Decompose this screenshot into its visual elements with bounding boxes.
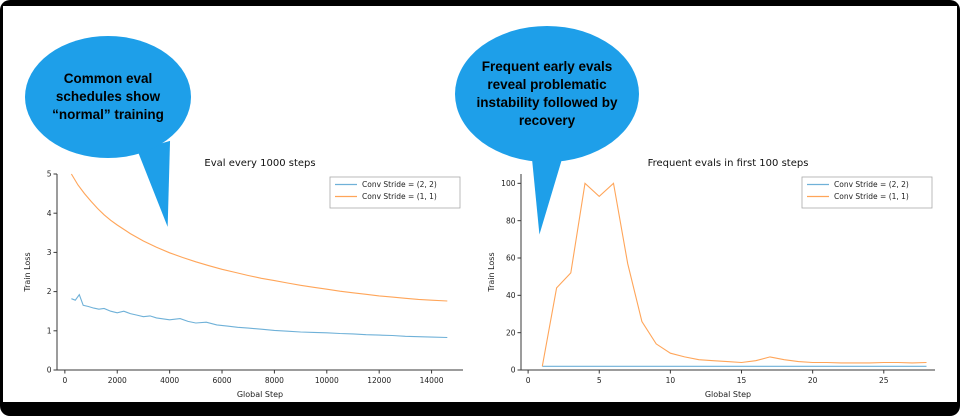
- y-tick-label: 0: [47, 366, 52, 375]
- y-tick-label: 100: [501, 179, 516, 188]
- x-tick-label: 20: [808, 376, 818, 385]
- x-tick-label: 0: [526, 376, 531, 385]
- y-tick-label: 0: [511, 366, 516, 375]
- callout-bubble-left: Common eval schedules show “normal” trai…: [25, 36, 191, 158]
- x-tick-label: 2000: [108, 376, 127, 385]
- x-tick-label: 5: [597, 376, 602, 385]
- y-tick-label: 3: [47, 248, 52, 257]
- legend-label: Conv Stride = (1, 1): [362, 192, 437, 201]
- x-tick-label: 4000: [160, 376, 179, 385]
- x-tick-label: 14000: [420, 376, 444, 385]
- y-tick-label: 20: [506, 328, 516, 337]
- y-tick-label: 80: [506, 216, 516, 225]
- series-line: [70, 173, 448, 302]
- callout-bubble-right: Frequent early evals reveal problematic …: [455, 26, 639, 162]
- legend-label: Conv Stride = (2, 2): [834, 180, 909, 189]
- chart-svg: 0 5 10 15 20 25 0 20 40 60 80 100 Frequent evals in …: [487, 158, 935, 399]
- legend: Conv Stride = (2, 2) Conv Stride = (1, 1): [329, 176, 461, 209]
- series-line: [541, 182, 927, 367]
- x-tick-label: 10: [666, 376, 676, 385]
- y-axis-label: Train Loss: [487, 252, 496, 292]
- x-axis-label: Global Step: [237, 390, 283, 399]
- legend-label: Conv Stride = (1, 1): [834, 192, 909, 201]
- chart-title: Eval every 1000 steps: [204, 158, 315, 169]
- x-tick-label: 6000: [212, 376, 231, 385]
- x-tick-label: 10000: [315, 376, 339, 385]
- chart-title: Frequent evals in first 100 steps: [648, 158, 809, 169]
- y-tick-label: 2: [47, 287, 52, 296]
- y-tick-label: 5: [47, 170, 52, 179]
- x-tick-label: 8000: [265, 376, 284, 385]
- x-tick-label: 12000: [367, 376, 391, 385]
- y-axis-label: Train Loss: [23, 252, 32, 292]
- y-tick-label: 4: [47, 209, 52, 218]
- x-tick-label: 0: [62, 376, 67, 385]
- x-axis-label: Global Step: [705, 390, 751, 399]
- legend: Conv Stride = (2, 2) Conv Stride = (1, 1): [801, 176, 933, 209]
- series-line: [71, 293, 448, 339]
- chart-svg: 0 2000 4000 6000 8000 10000 12000 14000 0 1 2 3 4 5 Ev…: [23, 158, 463, 399]
- callout-text-left: Common eval schedules show “normal” trai…: [52, 70, 164, 123]
- legend-box: [329, 176, 461, 209]
- legend-box: [801, 176, 933, 209]
- y-tick-label: 40: [506, 291, 516, 300]
- x-tick-label: 25: [879, 376, 889, 385]
- y-tick-label: 1: [47, 326, 52, 335]
- y-tick-label: 60: [506, 254, 516, 263]
- chart-eval-every-1000-steps: 0 2000 4000 6000 8000 10000 12000 14000 0 1 2 3 4 5 Ev…: [21, 154, 471, 404]
- x-tick-label: 15: [737, 376, 747, 385]
- slide-background: Common eval schedules show “normal” trai…: [3, 6, 957, 402]
- chart-frequent-evals-first-100-steps: 0 5 10 15 20 25 0 20 40 60 80 100 Frequent evals in …: [485, 154, 943, 404]
- legend-label: Conv Stride = (2, 2): [362, 180, 437, 189]
- callout-text-right: Frequent early evals reveal problematic …: [476, 58, 618, 129]
